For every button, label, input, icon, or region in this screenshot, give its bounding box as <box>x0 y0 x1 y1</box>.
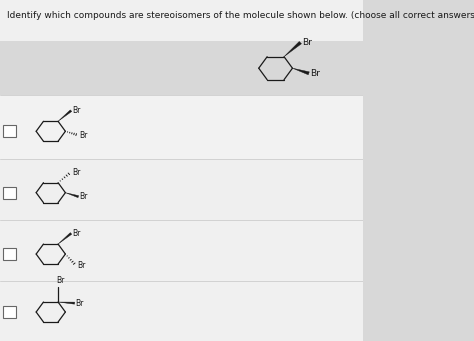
Text: Br: Br <box>80 192 88 201</box>
Text: Identify which compounds are stereoisomers of the molecule shown below. (choose : Identify which compounds are stereoisome… <box>7 11 474 20</box>
FancyBboxPatch shape <box>2 248 16 260</box>
Text: Br: Br <box>72 167 81 177</box>
Polygon shape <box>58 233 72 244</box>
Text: Br: Br <box>56 277 64 285</box>
FancyBboxPatch shape <box>2 187 16 199</box>
Text: Br: Br <box>72 106 81 115</box>
Polygon shape <box>58 110 72 121</box>
FancyBboxPatch shape <box>0 0 363 41</box>
Polygon shape <box>65 193 79 198</box>
FancyBboxPatch shape <box>0 0 363 41</box>
Polygon shape <box>58 302 74 304</box>
Text: Br: Br <box>80 131 88 140</box>
FancyBboxPatch shape <box>0 220 363 281</box>
FancyBboxPatch shape <box>0 159 363 220</box>
Text: Br: Br <box>76 299 84 308</box>
Text: Br: Br <box>310 69 320 78</box>
Polygon shape <box>284 42 301 57</box>
FancyBboxPatch shape <box>2 306 16 318</box>
FancyBboxPatch shape <box>0 281 363 341</box>
Text: Br: Br <box>77 261 85 270</box>
FancyBboxPatch shape <box>2 125 16 137</box>
Text: Br: Br <box>72 229 81 238</box>
FancyBboxPatch shape <box>0 95 363 159</box>
Polygon shape <box>292 68 310 75</box>
Text: Br: Br <box>302 38 312 47</box>
